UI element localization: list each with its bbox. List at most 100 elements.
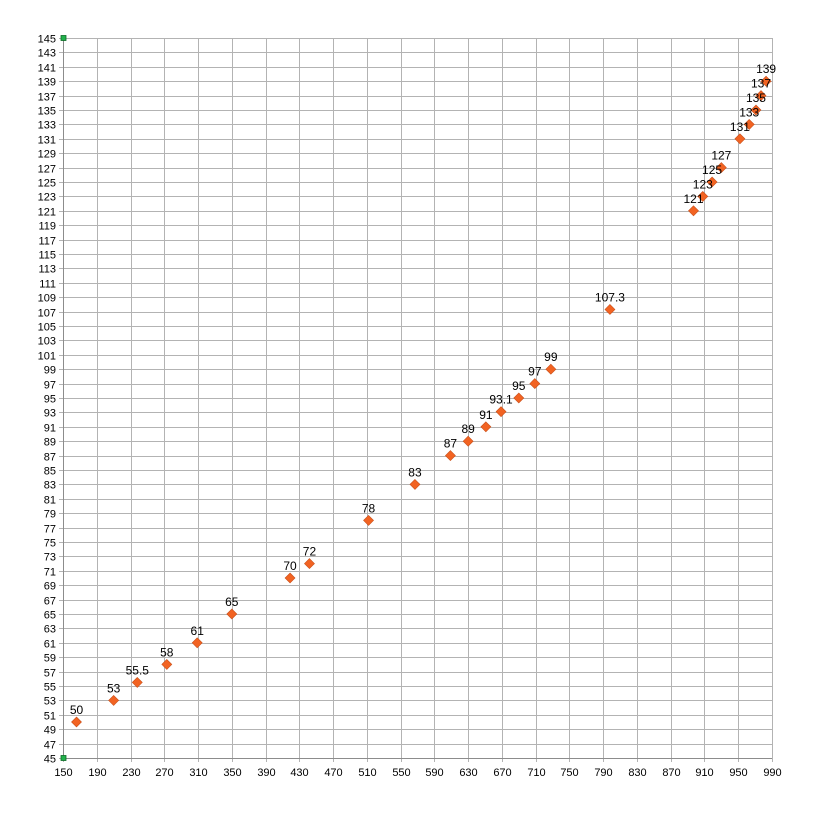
data-point: [304, 558, 315, 570]
data-point: [513, 392, 525, 404]
y-tick-label: 47: [44, 740, 56, 752]
y-tick-label: 75: [44, 538, 56, 550]
data-label: 107.3: [595, 290, 625, 304]
data-point: [409, 478, 421, 490]
y-tick-label: 125: [38, 178, 56, 190]
data-label: 99: [544, 350, 558, 364]
data-label: 97: [528, 365, 542, 379]
y-tick-label: 73: [44, 552, 56, 564]
y-tick-label: 101: [38, 351, 56, 363]
data-label: 91: [479, 408, 493, 422]
data-point: [444, 450, 456, 462]
data-point: [755, 90, 767, 102]
data-label: 123: [693, 177, 713, 191]
data-label: 89: [461, 422, 475, 436]
x-tick-label: 230: [122, 767, 140, 779]
y-tick-label: 107: [38, 308, 56, 320]
y-tick-label: 63: [44, 624, 56, 636]
y-tick-label: 61: [44, 639, 56, 651]
y-tick-label: 77: [44, 524, 56, 536]
data-label: 58: [160, 645, 174, 659]
y-tick-label: 145: [38, 34, 56, 46]
data-label: 133: [739, 105, 759, 119]
y-tick-label: 113: [38, 264, 56, 276]
data-point: [743, 118, 755, 130]
x-tick-label: 710: [527, 767, 545, 779]
x-tick-label: 310: [189, 767, 207, 779]
y-tick-label: 93: [44, 408, 56, 420]
x-tick-label: 510: [358, 767, 376, 779]
y-tick-label: 55: [44, 682, 56, 694]
data-point: [495, 406, 507, 418]
data-point: [191, 637, 203, 649]
data-label: 125: [702, 163, 722, 177]
x-tick-label: 830: [628, 767, 646, 779]
data-point: [706, 176, 718, 188]
y-tick-label: 115: [38, 250, 56, 262]
data-point: [545, 363, 557, 375]
y-tick-label: 45: [44, 754, 56, 766]
data-label: 87: [444, 437, 458, 451]
data-label: 137: [751, 77, 771, 91]
y-tick-label: 103: [38, 336, 56, 348]
x-tick-label: 590: [425, 767, 443, 779]
data-point: [226, 608, 238, 620]
data-label: 93.1: [489, 393, 513, 407]
x-tick-label: 190: [88, 767, 106, 779]
data-point: [750, 104, 762, 116]
y-tick-label: 117: [38, 236, 56, 248]
y-tick-label: 141: [38, 63, 56, 75]
x-tick-label: 670: [493, 767, 511, 779]
y-tick-label: 87: [44, 452, 56, 464]
x-tick-label: 750: [560, 767, 578, 779]
y-tick-label: 89: [44, 437, 56, 449]
y-tick-label: 119: [38, 221, 56, 233]
x-tick-label: 430: [290, 767, 308, 779]
y-tick-label: 131: [38, 135, 56, 147]
data-label: 131: [730, 120, 750, 134]
data-label: 50: [70, 703, 84, 717]
data-label: 70: [283, 559, 297, 573]
y-tick-label: 65: [44, 610, 56, 622]
data-label: 61: [191, 624, 205, 638]
data-label: 121: [683, 192, 703, 206]
data-label: 135: [746, 91, 766, 105]
x-tick-label: 630: [459, 767, 477, 779]
y-tick-label: 79: [44, 509, 56, 521]
corner-marker: [60, 35, 67, 41]
y-tick-label: 123: [38, 192, 56, 204]
data-point: [480, 421, 492, 433]
data-point: [604, 304, 616, 315]
y-tick-label: 69: [44, 581, 56, 593]
data-label: 127: [711, 149, 731, 163]
y-tick-label: 57: [44, 668, 56, 680]
data-label: 78: [362, 501, 376, 515]
axes: [63, 38, 772, 759]
data-point: [108, 694, 120, 706]
x-tick-label: 150: [54, 767, 72, 779]
y-tick-label: 137: [38, 92, 56, 104]
data-point: [715, 162, 727, 174]
y-tick-label: 51: [44, 711, 56, 723]
y-tick-label: 53: [44, 696, 56, 708]
y-tick-label: 105: [38, 322, 56, 334]
y-tick-label: 139: [38, 77, 56, 89]
data-point: [760, 75, 772, 87]
data-point: [688, 205, 699, 217]
y-tick-label: 71: [44, 567, 56, 579]
x-tick-labels: 150 190 230 270 310 350 390 430 470 510 550 590 630 6…: [54, 767, 781, 779]
y-tick-label: 111: [39, 279, 56, 291]
y-tick-label: 59: [44, 653, 56, 665]
y-tick-labels: 45 47 49 51 53 55 57 59 61 63 65 67 69 71 73 75 77 79 81 83…: [38, 34, 56, 766]
corner-markers: [60, 35, 67, 761]
y-tick-label: 143: [38, 48, 56, 60]
data-point: [161, 658, 173, 670]
y-tick-label: 91: [44, 423, 56, 435]
y-tick-label: 85: [44, 466, 56, 478]
data-point: [462, 435, 474, 447]
x-tick-label: 390: [257, 767, 275, 779]
data-label: 55.5: [126, 663, 150, 677]
data-label: 139: [756, 62, 776, 76]
